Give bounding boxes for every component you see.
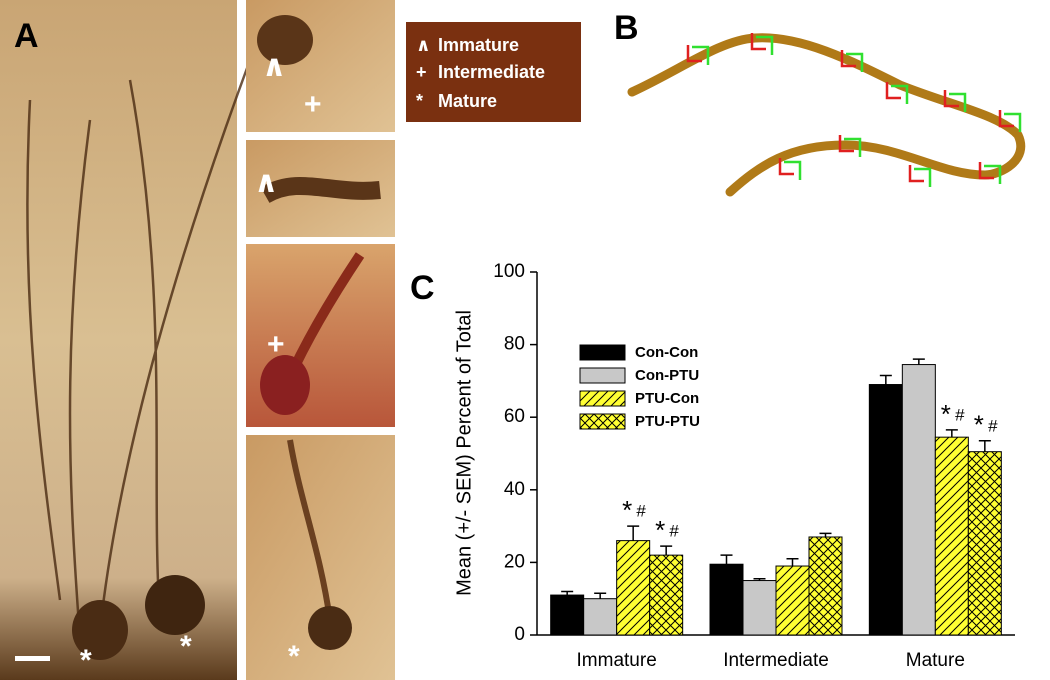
significance-mark: # <box>955 405 965 424</box>
bar <box>616 540 651 636</box>
legend-label: Mature <box>438 91 497 111</box>
error-bar <box>879 374 892 385</box>
bar <box>967 451 1002 636</box>
image-mark: * <box>288 640 300 673</box>
legend-symbol: ∧ <box>416 35 431 55</box>
y-tick-label: 80 <box>504 334 525 355</box>
legend-label: PTU-PTU <box>635 413 700 430</box>
bar <box>808 536 843 636</box>
legend-label: Immature <box>438 35 519 55</box>
image-mark: * <box>80 644 92 677</box>
legend-label: Intermediate <box>438 62 545 82</box>
bar <box>901 364 936 636</box>
error-bar <box>660 545 673 556</box>
legend-symbol: + <box>416 62 427 82</box>
panel-label: A <box>14 17 39 55</box>
error-bar <box>945 429 958 438</box>
error-bar <box>753 577 766 581</box>
micrograph <box>0 0 237 680</box>
y-axis-title: Mean (+/- SEM) Percent of Total <box>453 310 475 596</box>
bar <box>709 563 744 636</box>
error-bar <box>627 525 640 541</box>
bar <box>934 436 969 636</box>
image-mark: + <box>304 88 322 121</box>
y-tick-label: 20 <box>504 551 525 572</box>
significance-mark: * <box>974 410 984 440</box>
legend-label: Con-Con <box>635 344 698 361</box>
image-mark: * <box>180 630 192 663</box>
significance-mark: # <box>636 502 646 521</box>
image-mark: ∧ <box>262 50 286 83</box>
panel-label: C <box>410 269 435 307</box>
significance-mark: * <box>655 515 665 545</box>
legend-label: PTU-Con <box>635 390 699 407</box>
error-bar <box>912 358 925 365</box>
x-tick-label: Immature <box>577 650 657 671</box>
significance-mark: * <box>622 495 632 525</box>
bar <box>550 594 585 636</box>
significance-mark: # <box>669 522 679 541</box>
error-bar <box>561 590 574 596</box>
micrograph-panel <box>0 0 395 680</box>
legend-swatch <box>579 413 626 430</box>
legend-swatch <box>579 367 626 384</box>
bar <box>868 384 903 636</box>
bar <box>775 565 810 636</box>
image-mark: ∧ <box>254 166 278 199</box>
bar <box>583 598 618 636</box>
error-bar <box>819 532 832 537</box>
legend-symbol: * <box>416 91 423 111</box>
error-bar <box>594 592 607 599</box>
legend-swatch <box>579 344 626 361</box>
dendrite-diagram <box>627 33 1026 197</box>
panel-label: B <box>614 9 639 47</box>
x-tick-label: Mature <box>906 650 965 671</box>
significance-mark: # <box>988 416 998 435</box>
y-tick-label: 60 <box>504 406 525 427</box>
legend-swatch <box>579 390 626 407</box>
y-tick-label: 0 <box>514 624 525 645</box>
legend-box <box>406 22 581 122</box>
y-tick-label: 40 <box>504 479 525 500</box>
legend-label: Con-PTU <box>635 367 699 384</box>
x-tick-label: Intermediate <box>723 650 829 671</box>
y-tick-label: 100 <box>493 261 525 282</box>
error-bar <box>978 440 991 452</box>
error-bar <box>720 554 733 565</box>
error-bar <box>786 558 799 567</box>
bar <box>649 554 684 636</box>
significance-mark: * <box>941 399 951 429</box>
bar <box>742 580 777 636</box>
image-mark: + <box>267 328 285 361</box>
